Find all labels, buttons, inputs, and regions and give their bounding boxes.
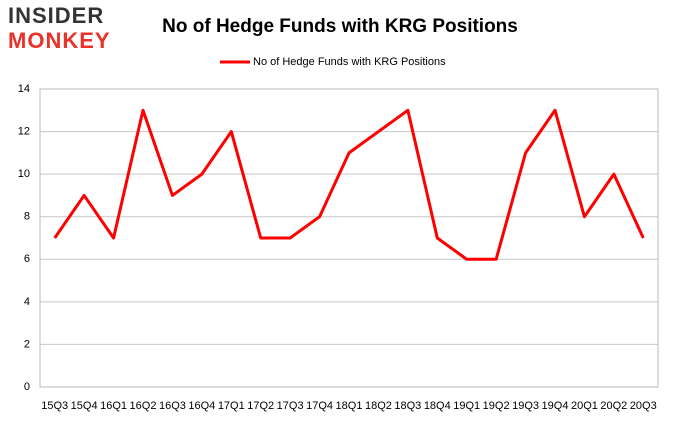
x-tick-label: 16Q2 (130, 400, 157, 412)
x-tick-label: 20Q1 (571, 400, 598, 412)
x-tick-label: 20Q2 (600, 400, 627, 412)
x-tick-label: 18Q2 (365, 400, 392, 412)
y-tick-label: 14 (18, 83, 30, 95)
y-tick-label: 2 (24, 338, 30, 350)
x-tick-label: 16Q4 (188, 400, 215, 412)
x-tick-label: 17Q3 (277, 400, 304, 412)
x-tick-label: 18Q3 (394, 400, 421, 412)
data-line (53, 108, 645, 261)
x-tick-label: 15Q4 (71, 400, 98, 412)
x-tick-label: 17Q4 (306, 400, 333, 412)
legend-label: No of Hedge Funds with KRG Positions (253, 56, 446, 68)
x-tick-label: 18Q4 (424, 400, 451, 412)
y-tick-label: 4 (24, 296, 30, 308)
y-tick-label: 12 (18, 125, 30, 137)
x-tick-label: 18Q1 (336, 400, 363, 412)
logo-bottom: MONKEY (8, 28, 111, 53)
y-tick-label: 6 (24, 253, 30, 265)
x-tick-label: 19Q4 (542, 400, 569, 412)
y-tick-label: 8 (24, 211, 30, 223)
x-tick-label: 19Q2 (483, 400, 510, 412)
x-tick-label: 20Q3 (630, 400, 657, 412)
x-tick-label: 16Q1 (100, 400, 127, 412)
x-tick-label: 19Q1 (453, 400, 480, 412)
plot-frame (39, 88, 659, 388)
x-tick-label: 17Q2 (247, 400, 274, 412)
y-tick-label: 10 (18, 168, 30, 180)
y-tick-label: 0 (24, 381, 30, 393)
chart-title: No of Hedge Funds with KRG Positions (162, 16, 518, 37)
logo-top: INSIDER (8, 3, 104, 28)
x-tick-label: 19Q3 (512, 400, 539, 412)
x-tick-label: 17Q1 (218, 400, 245, 412)
x-tick-label: 15Q3 (41, 400, 68, 412)
x-tick-label: 16Q3 (159, 400, 186, 412)
